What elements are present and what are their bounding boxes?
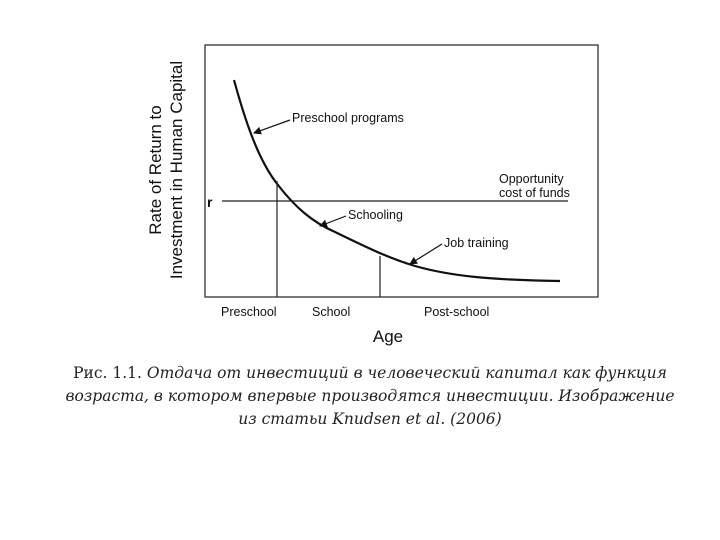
y-axis-label-line: Investment in Human Capital (167, 61, 186, 279)
arrow (319, 215, 347, 228)
opportunity-label: cost of funds (499, 186, 570, 200)
y-axis-label-line: Rate of Return to (146, 105, 165, 234)
stage-label: Post-school (424, 305, 489, 319)
arrow (253, 119, 291, 135)
curve-label: Job training (444, 236, 509, 250)
caption-text: Отдача от инвестиций в человеческий капи… (147, 364, 667, 382)
curve-label: Preschool programs (292, 111, 404, 125)
curve-label: Schooling (348, 208, 403, 222)
stage-label: Preschool (221, 305, 277, 319)
caption-line: возраста, в котором впервые производятся… (65, 387, 674, 405)
plot-frame (204, 44, 599, 298)
opportunity-label: Opportunity (499, 172, 564, 186)
x-axis-label: Age (373, 327, 403, 346)
caption-label: Рис. 1.1. (73, 364, 142, 382)
caption-line: из статьи Knudsen et al. (2006) (238, 410, 501, 428)
arrow (409, 243, 443, 265)
caption: Рис. 1.1. Отдача от инвестиций в человеч… (65, 364, 674, 428)
r-label: r (207, 194, 213, 210)
return-curve (232, 79, 561, 283)
y-axis-label: Rate of Return to Investment in Human Ca… (146, 61, 186, 279)
stage-label: School (312, 305, 350, 319)
caption-line: Рис. 1.1. Отдача от инвестиций в человеч… (73, 364, 667, 382)
